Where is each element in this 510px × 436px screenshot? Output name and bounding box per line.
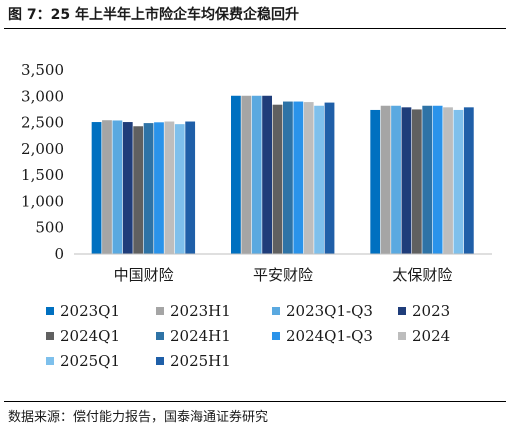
bar — [370, 109, 381, 254]
y-tick-label: 1,000 — [21, 192, 64, 210]
legend-swatch — [272, 332, 280, 340]
bar — [262, 95, 272, 254]
bar — [112, 120, 123, 254]
legend-swatch — [398, 332, 406, 340]
bar — [143, 123, 154, 254]
bottom-rule — [4, 401, 506, 402]
legend-label: 2024Q1 — [60, 327, 120, 345]
top-rule — [4, 28, 506, 29]
x-category-label: 平安财险 — [253, 266, 313, 284]
legend-label: 2024Q1-Q3 — [286, 327, 373, 345]
bar — [463, 107, 474, 254]
legend-label: 2023 — [412, 302, 450, 320]
legend-swatch — [156, 307, 164, 315]
legend: 2023Q1 2023H1 2023Q1-Q3 2023 2024Q1 2024H1 202… — [46, 302, 450, 370]
y-tick-label: 3,500 — [21, 61, 64, 79]
bar — [443, 107, 453, 254]
bar — [272, 104, 283, 254]
legend-label: 2025Q1 — [60, 352, 120, 370]
y-tick-label: 2,500 — [21, 114, 64, 132]
x-axis-labels: 中国财险 平安财险 太保财险 — [114, 266, 453, 284]
y-tick-label: 0 — [54, 245, 64, 263]
bar — [401, 107, 412, 254]
bar — [91, 122, 102, 254]
legend-label: 2025H1 — [170, 352, 231, 370]
y-tick-label: 3,000 — [21, 87, 64, 105]
bar — [324, 102, 335, 254]
bar — [154, 122, 164, 254]
bars — [91, 95, 474, 255]
y-tick-label: 500 — [35, 219, 64, 237]
legend-swatch — [156, 332, 164, 340]
legend-swatch — [46, 357, 54, 365]
bar — [283, 101, 293, 254]
x-category-label: 太保财险 — [392, 266, 452, 284]
bar — [185, 121, 196, 255]
bar — [432, 105, 443, 254]
bar — [251, 95, 262, 254]
bar — [241, 95, 252, 254]
bar — [174, 124, 185, 255]
bar — [122, 122, 133, 254]
bar — [231, 95, 241, 254]
bar — [453, 109, 464, 254]
legend-swatch — [272, 307, 280, 315]
bar — [380, 105, 391, 254]
y-tick-label: 2,000 — [21, 140, 64, 158]
bar — [391, 105, 401, 254]
bar — [314, 105, 324, 254]
bar — [293, 101, 304, 254]
legend-swatch — [398, 307, 406, 315]
x-category-label: 中国财险 — [114, 266, 174, 284]
bar — [411, 109, 422, 255]
legend-label: 2023Q1-Q3 — [286, 302, 373, 320]
legend-label: 2023Q1 — [60, 302, 120, 320]
bar — [102, 120, 112, 255]
source-note: 数据来源：偿付能力报告，国泰海通证券研究 — [8, 410, 269, 425]
bar — [303, 102, 314, 254]
legend-swatch — [46, 332, 54, 340]
legend-label: 2023H1 — [170, 302, 231, 320]
bar — [422, 105, 433, 254]
y-tick-label: 1,500 — [21, 166, 64, 184]
figure-title: 图 7：25 年上半年上市险企车均保费企稳回升 — [8, 7, 299, 23]
bar — [164, 121, 175, 255]
y-axis-ticks: 0 500 1,000 1,500 2,000 2,500 3,000 3,500 — [21, 61, 64, 263]
legend-label: 2024H1 — [170, 327, 231, 345]
legend-swatch — [156, 357, 164, 365]
legend-label: 2024 — [412, 327, 450, 345]
legend-swatch — [46, 307, 54, 315]
bar-chart: 0 500 1,000 1,500 2,000 2,500 3,000 3,500 中国财险 平… — [21, 61, 492, 370]
bar — [133, 126, 144, 254]
